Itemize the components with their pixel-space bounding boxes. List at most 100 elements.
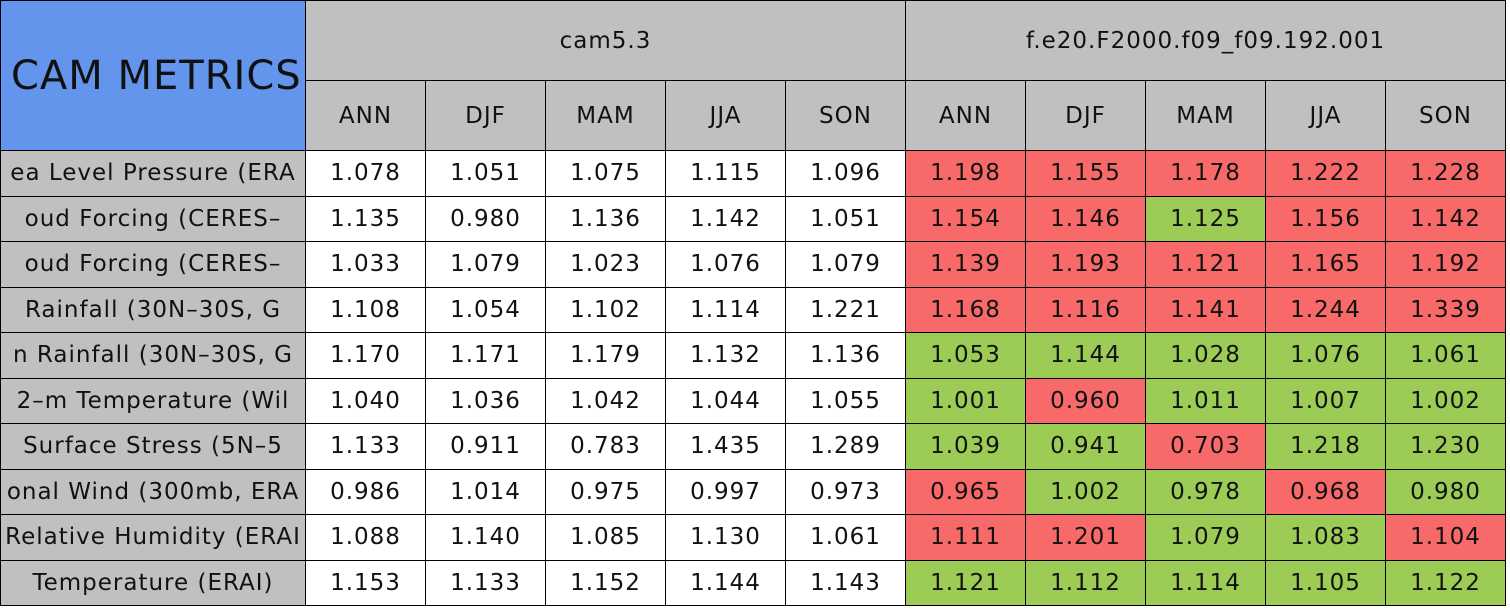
metric-cell: 1.142	[665, 195, 786, 242]
metric-cell: 1.001	[905, 377, 1026, 424]
season-header: ANN	[305, 80, 426, 151]
season-header: JJA	[1265, 80, 1386, 151]
metric-cell: 1.133	[305, 423, 426, 470]
metric-cell: 0.965	[905, 468, 1026, 515]
metric-cell: 1.028	[1145, 332, 1266, 379]
metric-cell: 1.112	[1025, 559, 1146, 606]
row-label: ea Level Pressure (ERA	[0, 150, 306, 197]
metric-cell: 1.014	[425, 468, 546, 515]
metric-cell: 1.142	[1385, 195, 1506, 242]
metric-cell: 1.114	[1145, 559, 1266, 606]
metric-cell: 1.179	[545, 332, 666, 379]
metric-cell: 1.198	[905, 150, 1026, 197]
metric-cell: 1.222	[1265, 150, 1386, 197]
metric-cell: 1.133	[425, 559, 546, 606]
metric-cell: 1.192	[1385, 241, 1506, 288]
metric-cell: 1.055	[785, 377, 906, 424]
metric-cell: 1.146	[1025, 195, 1146, 242]
metric-cell: 1.076	[665, 241, 786, 288]
metric-cell: 1.435	[665, 423, 786, 470]
metric-cell: 1.201	[1025, 514, 1146, 561]
metric-cell: 1.085	[545, 514, 666, 561]
metric-cell: 1.076	[1265, 332, 1386, 379]
row-label: Relative Humidity (ERAI	[0, 514, 306, 561]
metric-cell: 0.973	[785, 468, 906, 515]
metric-cell: 1.152	[545, 559, 666, 606]
metric-cell: 1.102	[545, 286, 666, 333]
metric-cell: 1.121	[905, 559, 1026, 606]
metric-cell: 0.975	[545, 468, 666, 515]
metric-cell: 0.703	[1145, 423, 1266, 470]
metric-cell: 1.051	[425, 150, 546, 197]
group-header: cam5.3	[305, 0, 906, 81]
metric-cell: 1.039	[905, 423, 1026, 470]
season-header: DJF	[425, 80, 546, 151]
metric-cell: 1.079	[425, 241, 546, 288]
metric-cell: 1.230	[1385, 423, 1506, 470]
metric-cell: 0.960	[1025, 377, 1146, 424]
metric-cell: 1.155	[1025, 150, 1146, 197]
metric-cell: 0.783	[545, 423, 666, 470]
metric-cell: 1.178	[1145, 150, 1266, 197]
row-label: onal Wind (300mb, ERA	[0, 468, 306, 515]
metric-cell: 1.139	[905, 241, 1026, 288]
metric-cell: 1.053	[905, 332, 1026, 379]
metric-cell: 1.042	[545, 377, 666, 424]
metric-cell: 0.997	[665, 468, 786, 515]
metric-cell: 0.978	[1145, 468, 1266, 515]
metric-cell: 1.079	[1145, 514, 1266, 561]
group-header: f.e20.F2000.f09_f09.192.001	[905, 0, 1506, 81]
metric-cell: 1.143	[785, 559, 906, 606]
metric-cell: 1.289	[785, 423, 906, 470]
metric-cell: 1.078	[305, 150, 426, 197]
metric-cell: 1.083	[1265, 514, 1386, 561]
metric-cell: 1.054	[425, 286, 546, 333]
metric-cell: 1.023	[545, 241, 666, 288]
metric-cell: 1.218	[1265, 423, 1386, 470]
metric-cell: 1.154	[905, 195, 1026, 242]
season-header: MAM	[1145, 80, 1266, 151]
metric-cell: 1.002	[1385, 377, 1506, 424]
row-label: Rainfall (30N–30S, G	[0, 286, 306, 333]
metric-cell: 1.079	[785, 241, 906, 288]
metric-cell: 0.980	[1385, 468, 1506, 515]
row-label: 2–m Temperature (Wil	[0, 377, 306, 424]
metric-cell: 1.002	[1025, 468, 1146, 515]
metric-cell: 1.168	[905, 286, 1026, 333]
metric-cell: 1.114	[665, 286, 786, 333]
metric-cell: 0.986	[305, 468, 426, 515]
season-header: SON	[1385, 80, 1506, 151]
metric-cell: 1.115	[665, 150, 786, 197]
metric-cell: 1.061	[785, 514, 906, 561]
season-header: DJF	[1025, 80, 1146, 151]
metric-cell: 1.144	[665, 559, 786, 606]
row-label: Surface Stress (5N–5	[0, 423, 306, 470]
metric-cell: 1.036	[425, 377, 546, 424]
metric-cell: 0.980	[425, 195, 546, 242]
metric-cell: 1.044	[665, 377, 786, 424]
row-label: Temperature (ERAI)	[0, 559, 306, 606]
metric-cell: 1.136	[785, 332, 906, 379]
metric-cell: 0.968	[1265, 468, 1386, 515]
metric-cell: 1.105	[1265, 559, 1386, 606]
season-header: SON	[785, 80, 906, 151]
metric-cell: 1.104	[1385, 514, 1506, 561]
metric-cell: 1.165	[1265, 241, 1386, 288]
metric-cell: 1.033	[305, 241, 426, 288]
metric-cell: 1.040	[305, 377, 426, 424]
metric-cell: 1.111	[905, 514, 1026, 561]
metric-cell: 0.941	[1025, 423, 1146, 470]
season-header: JJA	[665, 80, 786, 151]
metric-cell: 1.228	[1385, 150, 1506, 197]
metric-cell: 1.171	[425, 332, 546, 379]
row-label: oud Forcing (CERES–	[0, 241, 306, 288]
metric-cell: 1.121	[1145, 241, 1266, 288]
season-header: MAM	[545, 80, 666, 151]
metric-cell: 1.136	[545, 195, 666, 242]
metric-cell: 1.221	[785, 286, 906, 333]
metric-cell: 1.125	[1145, 195, 1266, 242]
metric-cell: 1.088	[305, 514, 426, 561]
metric-cell: 1.096	[785, 150, 906, 197]
season-header: ANN	[905, 80, 1026, 151]
